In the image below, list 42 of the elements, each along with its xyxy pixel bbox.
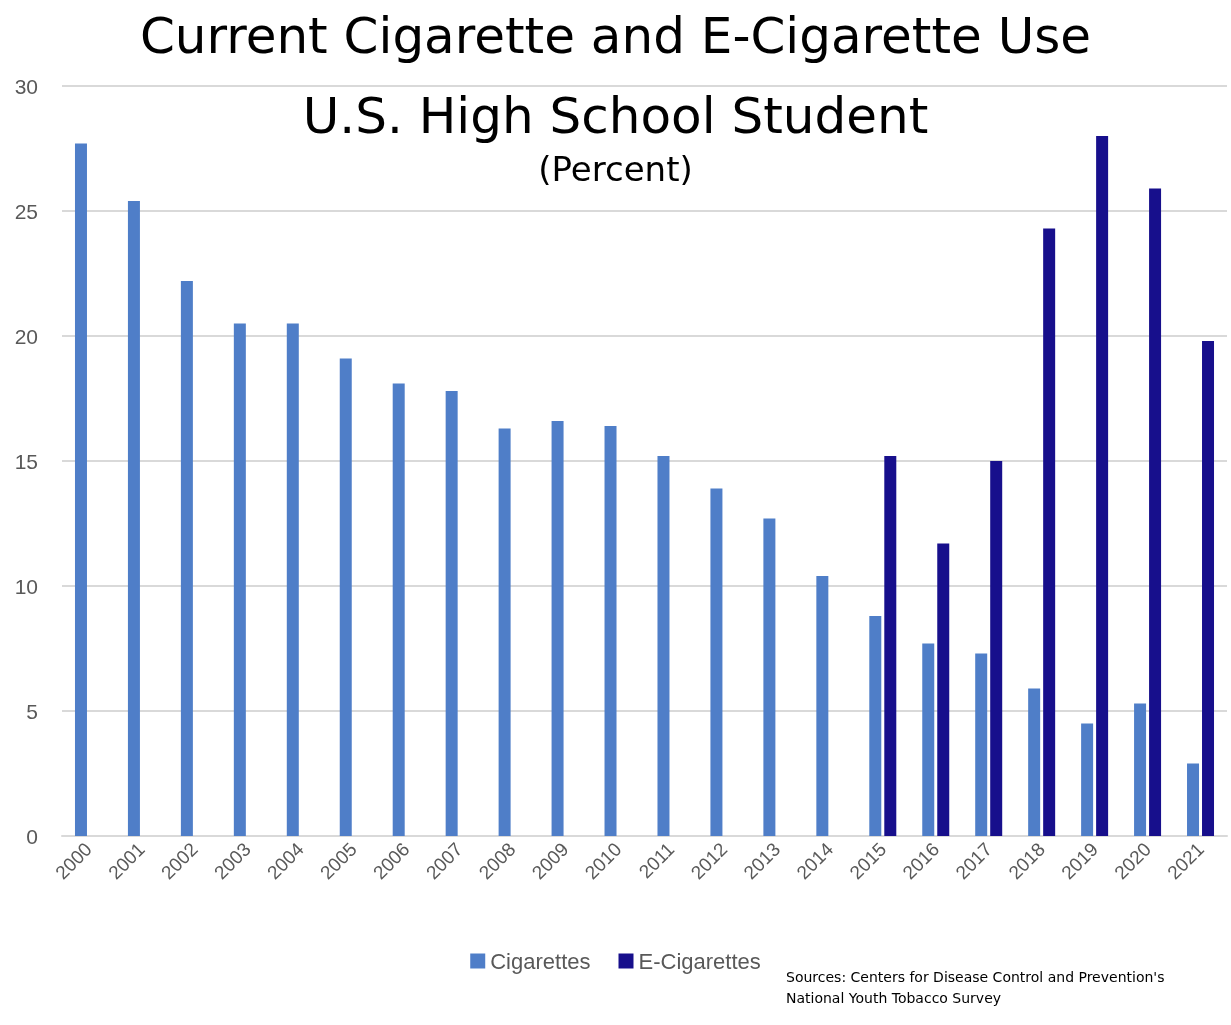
y-tick-label: 25	[14, 199, 38, 223]
bar	[1096, 136, 1109, 836]
bar	[763, 518, 776, 836]
bar	[180, 281, 193, 836]
chart-subtitle: U.S. High School Student	[302, 87, 929, 145]
bar	[657, 456, 670, 836]
legend-label: E-Cigarettes	[638, 948, 761, 974]
bar	[445, 391, 458, 836]
y-tick-label: 20	[14, 324, 38, 348]
bar	[551, 421, 564, 836]
bar	[1134, 703, 1147, 836]
bar	[869, 616, 882, 836]
bar	[74, 143, 87, 836]
chart-title: Current Cigarette and E-Cigarette Use	[139, 7, 1092, 65]
bar	[233, 323, 246, 836]
y-tick-label: 30	[14, 74, 38, 98]
bar	[1202, 341, 1215, 836]
bar	[286, 323, 299, 836]
bar	[937, 543, 950, 836]
bar	[884, 456, 897, 836]
bar	[604, 426, 617, 836]
bar	[339, 358, 352, 836]
y-tick-label: 0	[26, 824, 38, 848]
bar	[1149, 188, 1162, 836]
bar	[392, 383, 405, 836]
y-tick-label: 10	[14, 574, 38, 598]
legend-label: Cigarettes	[490, 948, 591, 974]
annotation: (Percent)	[538, 149, 693, 189]
bar	[922, 643, 935, 836]
source-note: Sources: Centers for Disease Control and Prevention's National Youth Tobacco Survey	[786, 968, 1169, 1006]
bar	[1081, 723, 1094, 836]
bar	[1187, 763, 1200, 836]
bar	[127, 201, 140, 836]
bar	[498, 428, 511, 836]
bar	[1028, 688, 1041, 836]
y-tick-label: 15	[14, 449, 38, 473]
y-tick-label: 5	[26, 699, 38, 723]
bar	[816, 576, 829, 836]
bar	[975, 653, 988, 836]
bar	[1043, 228, 1056, 836]
bar	[710, 488, 723, 836]
bar	[990, 461, 1003, 836]
